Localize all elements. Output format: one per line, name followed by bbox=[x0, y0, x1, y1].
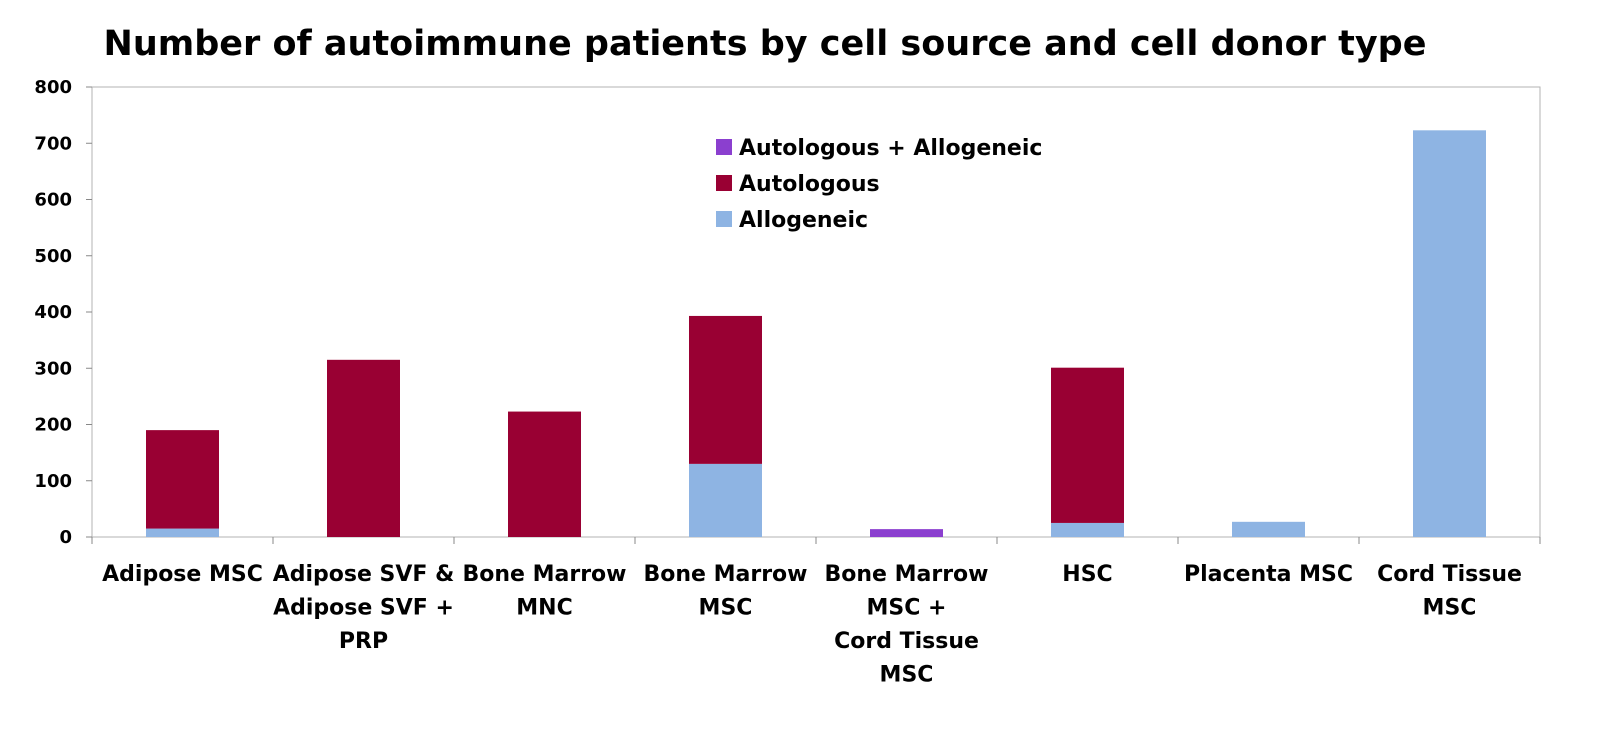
y-tick-label: 300 bbox=[34, 358, 72, 379]
legend-swatch bbox=[716, 175, 732, 191]
legend-label: Allogeneic bbox=[739, 208, 868, 233]
x-category-label: HSC bbox=[1062, 562, 1112, 587]
y-tick-label: 400 bbox=[34, 302, 72, 323]
legend-entry: Autologous + Allogeneic bbox=[716, 136, 1042, 161]
y-tick-label: 700 bbox=[34, 133, 72, 154]
bar-allogeneic bbox=[1051, 522, 1124, 537]
bar-autologous bbox=[1051, 367, 1124, 523]
bar-autologous bbox=[689, 315, 762, 464]
legend-entry: Allogeneic bbox=[716, 208, 868, 233]
bar-autologous bbox=[508, 411, 581, 537]
y-tick-label: 600 bbox=[34, 190, 72, 211]
legend-label: Autologous bbox=[739, 172, 880, 197]
y-tick-label: 800 bbox=[34, 77, 72, 98]
x-category-label: Adipose SVF & Adipose SVF + PRP bbox=[273, 562, 455, 654]
x-category-label: Cord Tissue MSC bbox=[1377, 562, 1522, 621]
x-category-label: Bone Marrow MSC bbox=[643, 562, 807, 621]
y-tick-label: 500 bbox=[34, 246, 72, 267]
y-tick-label: 100 bbox=[34, 471, 72, 492]
bar-autologous-allogeneic bbox=[870, 529, 943, 537]
bar-allogeneic bbox=[146, 528, 219, 537]
x-category-label: Bone Marrow MNC bbox=[462, 562, 626, 621]
bar-autologous bbox=[327, 359, 400, 537]
y-tick-label: 200 bbox=[34, 415, 72, 436]
legend-label: Autologous + Allogeneic bbox=[739, 136, 1042, 161]
chart-title: Number of autoimmune patients by cell so… bbox=[103, 24, 1427, 64]
x-category-label: Bone Marrow MSC + Cord Tissue MSC bbox=[824, 562, 988, 688]
x-category-label: Adipose MSC bbox=[102, 562, 263, 587]
y-tick-label: 0 bbox=[59, 527, 72, 548]
legend-entry: Autologous bbox=[716, 172, 880, 197]
legend-swatch bbox=[716, 211, 732, 227]
legend-swatch bbox=[716, 139, 732, 155]
x-category-label: Placenta MSC bbox=[1184, 562, 1353, 587]
bar-allogeneic bbox=[1232, 521, 1305, 537]
bar-allogeneic bbox=[689, 463, 762, 537]
bar-allogeneic bbox=[1413, 130, 1486, 537]
bar-autologous bbox=[146, 430, 219, 529]
